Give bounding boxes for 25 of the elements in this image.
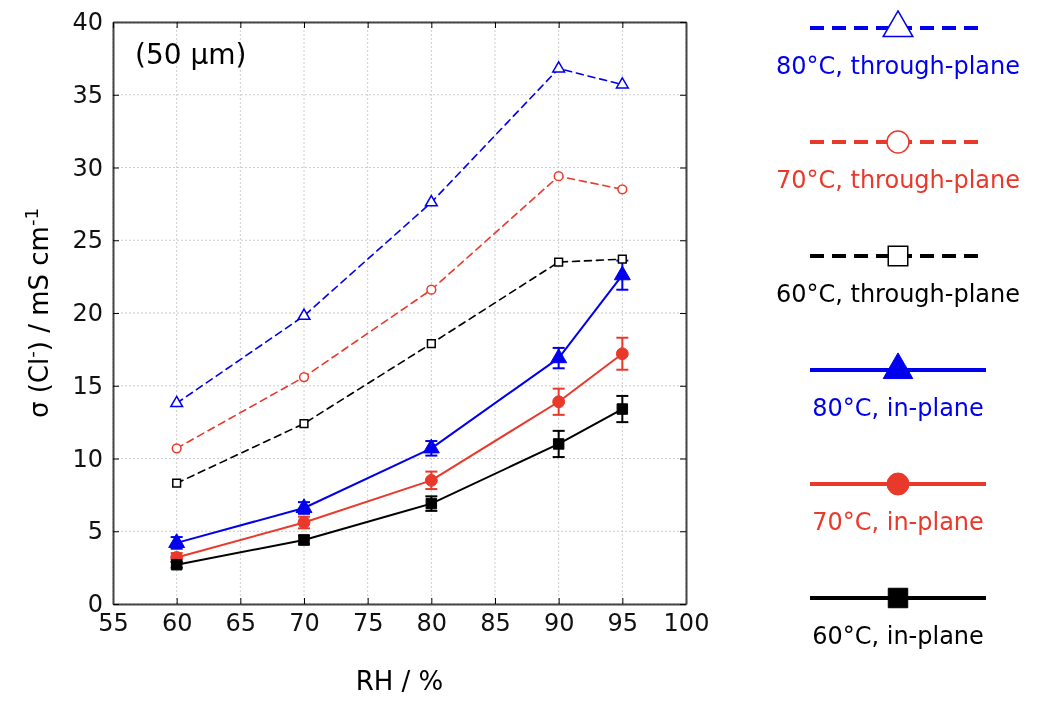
- legend-label: 80°C, through-plane: [775, 52, 1021, 80]
- x-tick-label: 100: [663, 609, 710, 638]
- y-tick-label: 35: [72, 80, 103, 109]
- x-tick-label: 60: [161, 609, 193, 638]
- x-tick-label: 75: [352, 609, 384, 638]
- text: (50 µm): [135, 38, 247, 71]
- y-tick-label: 15: [72, 371, 103, 400]
- y-tick-label: 40: [72, 8, 103, 37]
- x-tick-label: 70: [289, 609, 320, 638]
- x-tick-label: 90: [543, 609, 575, 638]
- x-tick-label: 85: [480, 609, 511, 638]
- legend-label: 60°C, in-plane: [812, 622, 984, 650]
- legend-label: 70°C, through-plane: [775, 166, 1021, 194]
- y-tick-label: 10: [72, 444, 103, 473]
- x-tick-label: 95: [607, 609, 639, 638]
- y-tick-label: 25: [72, 226, 103, 255]
- x-axis-title: RH / %: [355, 666, 444, 696]
- x-tick-label: 80: [416, 609, 448, 638]
- legend-label: 70°C, in-plane: [812, 508, 984, 536]
- y-tick-label: 5: [87, 517, 103, 546]
- legend-label: 60°C, through-plane: [775, 280, 1021, 308]
- x-tick-label: 65: [225, 609, 257, 638]
- y-tick-label: 30: [72, 153, 103, 182]
- legend-label: 80°C, in-plane: [812, 394, 984, 422]
- y-tick-label: 20: [72, 299, 103, 328]
